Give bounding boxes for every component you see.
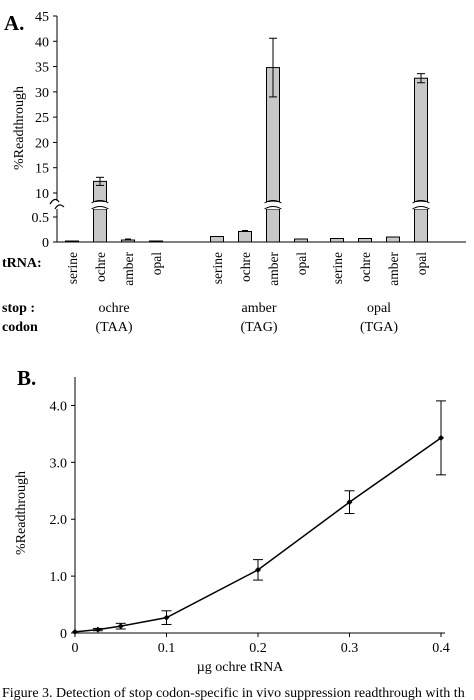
trna-row-label: tRNA: [2, 256, 42, 271]
panel-a-group-labels: ochre (TAA) amber (TAG) opal (TGA) [96, 301, 399, 335]
panel-a-y-tick-label: 0 [42, 236, 49, 251]
panel-b-plot [72, 400, 446, 635]
panel-b-x-tick-label: 0.1 [158, 641, 176, 656]
data-point [94, 626, 101, 633]
panel-a-y-tick-label: 15 [35, 162, 49, 177]
bar [294, 238, 308, 243]
figure-caption: Figure 3. Detection of stop codon-specif… [2, 686, 465, 700]
trna-category-label: ochre [238, 252, 253, 282]
panel-a: A. %Readthrough 10 15 20 25 30 35 40 45 0 0.5 ser… [2, 10, 466, 335]
data-point [346, 499, 353, 506]
panel-a-y-tick-label: 35 [35, 61, 49, 76]
bar [65, 240, 79, 243]
stop-row-label: stop : [2, 301, 35, 316]
panel-b-x-axis-title: µg ochre tRNA [197, 660, 284, 675]
panel-b-x-tick-label: 0 [72, 641, 79, 656]
trna-category-label: amber [266, 251, 281, 285]
panel-a-y-tick-label: 30 [35, 86, 49, 101]
panel-a-y-tick-label: 45 [35, 10, 49, 25]
bar-lower-segment [266, 208, 280, 243]
stop-codon-name: opal [367, 301, 391, 316]
bar-break-mark [412, 200, 430, 210]
bar-break-gap [265, 202, 281, 209]
panel-a-y-tick-label: 25 [35, 111, 49, 126]
stop-codon-sequence: (TAG) [241, 320, 278, 335]
trna-category-label: serine [210, 252, 225, 284]
bar-break-gap [413, 202, 429, 209]
data-point [163, 614, 170, 621]
bar [358, 238, 372, 243]
bar-break-mark [264, 200, 282, 210]
trna-category-label: amber [386, 251, 401, 285]
bar [330, 238, 344, 243]
trna-category-label: serine [330, 252, 345, 284]
bar [121, 239, 135, 243]
panel-b-y-tick-label: 1.0 [50, 570, 68, 585]
bar [386, 236, 400, 243]
panel-a-letter: A. [4, 11, 24, 35]
panel-b-y-tick-label: 4.0 [50, 399, 68, 414]
panel-a-y-tick-label: 0.5 [32, 211, 50, 226]
trna-category-label: serine [65, 252, 80, 284]
panel-a-bars [65, 37, 430, 243]
data-point [255, 566, 261, 573]
bar [149, 240, 163, 243]
panel-b-x-tick-label: 0.4 [432, 641, 450, 656]
trna-category-label: opal [294, 252, 309, 275]
data-point [72, 628, 78, 635]
panel-b-y-tick-label: 0 [60, 627, 67, 642]
codon-row-label: codon [2, 320, 38, 335]
panel-b: B. %Readthrough µg ochre tRNA 0 1.0 2.0 3.0… [14, 366, 450, 675]
panel-b-letter: B. [17, 366, 36, 390]
trna-category-label: ochre [358, 252, 373, 282]
bar [238, 231, 252, 243]
stop-codon-sequence: (TGA) [360, 320, 398, 335]
bar [414, 77, 428, 203]
panel-b-axes: 0 1.0 2.0 3.0 4.0 0 0.1 0.2 0.3 0.4 [50, 377, 450, 656]
bar [210, 236, 224, 243]
bar-break-gap [92, 202, 108, 209]
stop-codon-sequence: (TAA) [96, 320, 133, 335]
panel-a-y-tick-label: 10 [35, 187, 49, 202]
trna-category-label: opal [414, 252, 429, 275]
panel-a-category-labels: serine ochre amber opal serine ochre amber opal… [65, 251, 429, 285]
series-line [74, 437, 442, 633]
panel-a-y-axis-title: %Readthrough [12, 86, 27, 170]
bar-break-mark [91, 200, 109, 210]
panel-a-y-tick-label: 40 [35, 35, 49, 50]
panel-b-y-axis-title: %Readthrough [14, 471, 29, 555]
panel-b-x-tick-label: 0.3 [341, 641, 359, 656]
trna-category-label: ochre [93, 252, 108, 282]
panel-a-y-tick-label: 20 [35, 136, 49, 151]
panel-b-y-tick-label: 2.0 [50, 513, 68, 528]
bar-lower-segment [414, 208, 428, 243]
stop-codon-name: amber [242, 301, 277, 316]
panel-b-y-tick-label: 3.0 [50, 456, 68, 471]
trna-category-label: opal [149, 252, 164, 275]
bar-lower-segment [93, 208, 107, 243]
stop-codon-name: ochre [98, 301, 129, 316]
panel-b-x-tick-label: 0.2 [249, 641, 267, 656]
data-point [438, 434, 444, 441]
data-point [117, 623, 124, 630]
panel-a-axis-break-mark [49, 198, 65, 210]
trna-category-label: amber [121, 251, 136, 285]
